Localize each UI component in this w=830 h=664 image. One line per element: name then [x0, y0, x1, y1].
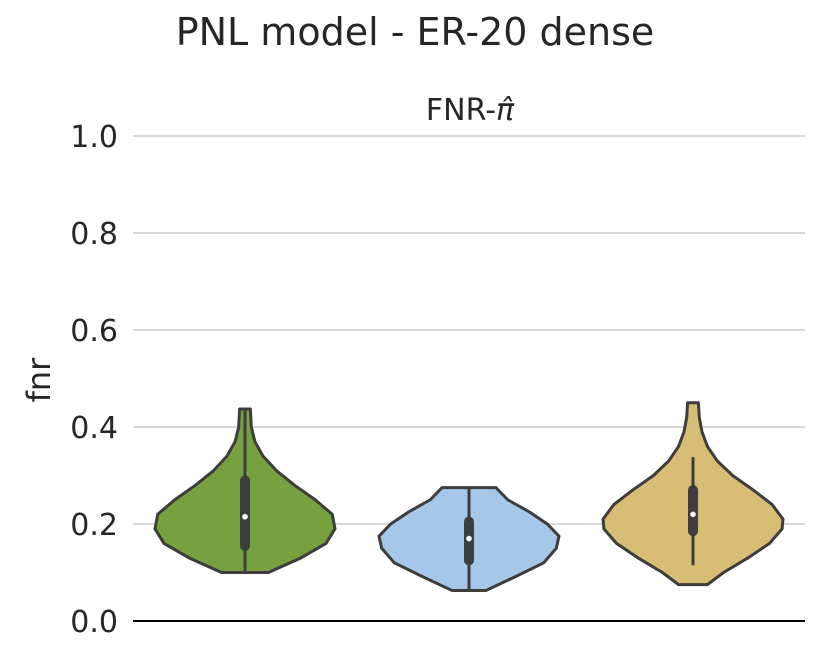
violins	[153, 401, 785, 592]
y-tick-label: 0.8	[70, 217, 118, 252]
y-tick-label: 0.4	[70, 411, 118, 446]
y-tick-labels: 0.0 0.2 0.4 0.6 0.8 1.0	[70, 120, 118, 640]
violin-median	[242, 513, 248, 520]
chart-title: PNL model - ER-20 dense	[176, 10, 655, 54]
y-tick-label: 0.0	[70, 605, 118, 640]
subtitle-main: FNR-	[426, 93, 496, 128]
chart-subtitle: FNR-π̂	[426, 93, 515, 128]
violin-median	[466, 535, 472, 542]
y-tick-label: 0.6	[70, 314, 118, 349]
subtitle-symbol: π̂	[496, 93, 515, 128]
violin-median	[690, 511, 696, 518]
y-axis-label: fnr	[20, 357, 58, 403]
y-tick-label: 0.2	[70, 508, 118, 543]
y-tick-label: 1.0	[70, 120, 118, 155]
